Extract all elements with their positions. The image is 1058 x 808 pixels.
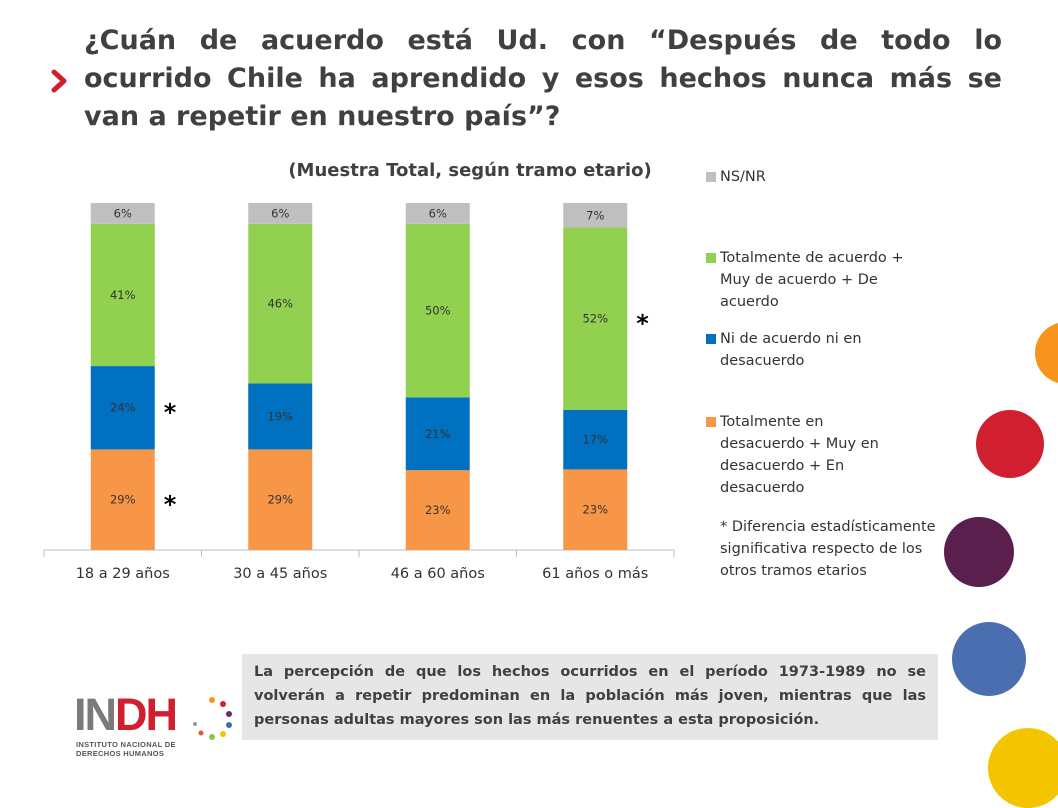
significance-asterisk: * [164, 491, 177, 519]
data-label: 29% [110, 493, 136, 507]
data-label: 46% [267, 297, 293, 311]
bar-totalmente-en-desacuerdo-3 [405, 470, 470, 550]
data-label: 6% [429, 206, 447, 220]
logo-subtitle-line2: DERECHOS HUMANOS [76, 749, 165, 758]
bar-ni-de-acuerdo-ni-en-desa-3 [405, 397, 470, 471]
data-label: 7% [586, 208, 604, 222]
chart-subtitle: (Muestra Total, según tramo etario) [288, 160, 652, 181]
summary-box: La percepción de que los hechos ocurrido… [242, 654, 938, 740]
data-label: 6% [271, 206, 289, 220]
logo-subtitle-line1: INSTITUTO NACIONAL DE [76, 740, 176, 749]
data-label: 23% [425, 503, 451, 517]
bar-totalmente-de-acuerdo-mu-3 [405, 223, 470, 398]
deco-circle-yellow [988, 728, 1058, 808]
chevron-right-icon [51, 69, 67, 93]
bar-ns-nr-3 [405, 203, 470, 224]
data-label: 19% [267, 409, 293, 423]
bar-ni-de-acuerdo-ni-en-desa-2 [248, 383, 313, 450]
x-tick-label: 46 a 60 años [391, 566, 485, 582]
data-label: 50% [425, 304, 451, 318]
data-label: 52% [582, 312, 608, 326]
x-tick-label: 61 años o más [542, 566, 648, 582]
bar-totalmente-en-desacuerdo-4 [563, 469, 628, 550]
data-label: 6% [114, 206, 132, 220]
data-label: 41% [110, 288, 136, 302]
bar-ni-de-acuerdo-ni-en-desa-4 [563, 409, 628, 470]
deco-circle-purple [944, 517, 1014, 587]
indh-logo: INDH INSTITUTO NACIONAL DE DERECHOS HUMA… [70, 690, 240, 760]
bar-ns-nr-2 [248, 203, 313, 224]
significance-note: * Diferencia estadísticamente significat… [720, 519, 936, 579]
bar-ns-nr-1 [90, 203, 155, 224]
bar-totalmente-de-acuerdo-mu-1 [90, 223, 155, 367]
x-tick-label: 30 a 45 años [233, 566, 327, 582]
logo-wordmark: INDH [74, 689, 178, 740]
bar-ns-nr-4 [563, 203, 628, 228]
bar-totalmente-en-desacuerdo-1 [90, 449, 155, 550]
deco-circle-red [976, 410, 1044, 478]
deco-circle-orange [1035, 322, 1058, 384]
bar-totalmente-de-acuerdo-mu-4 [563, 227, 628, 410]
legend-swatch-ni [706, 334, 716, 344]
bar-ni-de-acuerdo-ni-en-desa-1 [90, 366, 155, 450]
legend-label-acuerdo: Totalmente de acuerdo + Muy de acuerdo +… [720, 250, 904, 310]
logo-dots-icon [193, 697, 232, 740]
data-label: 21% [425, 427, 451, 441]
legend-swatch-desacuerdo [706, 417, 716, 427]
data-label: 24% [110, 401, 136, 415]
legend-swatch-acuerdo [706, 253, 716, 263]
data-label: 17% [582, 433, 608, 447]
bar-totalmente-en-desacuerdo-2 [248, 449, 313, 550]
significance-asterisk: * [164, 399, 177, 427]
bar-totalmente-de-acuerdo-mu-2 [248, 223, 313, 384]
slide-title: ¿Cuán de acuerdo está Ud. con “Después d… [84, 25, 1002, 132]
significance-asterisk: * [636, 310, 649, 338]
legend-label-desacuerdo: Totalmente en desacuerdo + Muy en desacu… [720, 414, 879, 496]
data-label: 23% [582, 503, 608, 517]
x-tick-label: 18 a 29 años [76, 566, 170, 582]
logo-subtitle: INSTITUTO NACIONAL DE DERECHOS HUMANOS [76, 740, 176, 758]
deco-circle-blue [952, 622, 1026, 696]
data-label: 29% [267, 493, 293, 507]
legend-swatch-ns-nr [706, 172, 716, 182]
legend-label-ns-nr: NS/NR [720, 169, 766, 185]
legend-label-ni: Ni de acuerdo ni en desacuerdo [720, 331, 862, 369]
